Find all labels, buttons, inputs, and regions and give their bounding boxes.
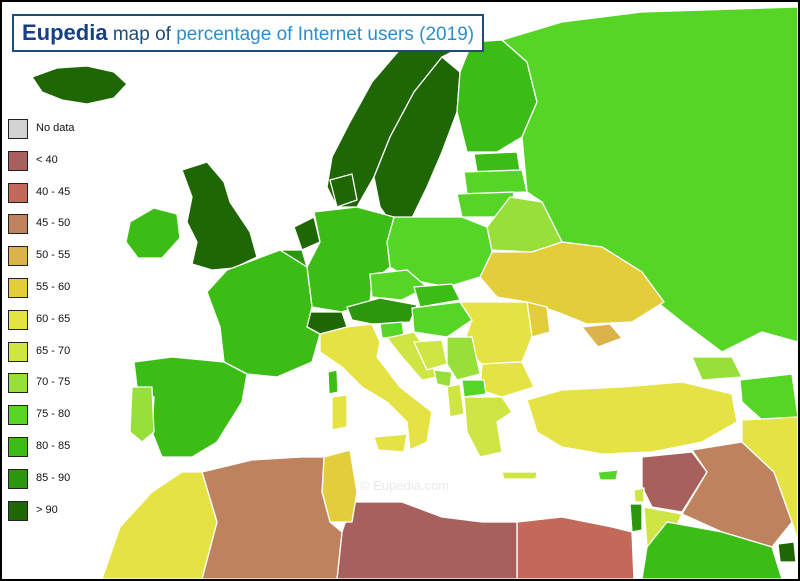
region-armenia-azerbaijan: [739, 373, 798, 421]
region-kuwait: [777, 541, 797, 563]
region-montenegro: [433, 369, 453, 388]
legend-label: 45 - 50: [36, 217, 71, 229]
region-bulgaria: [479, 361, 535, 398]
region-czechia: [369, 269, 428, 301]
region-north-macedonia: [461, 379, 487, 398]
watermark: © Eupedia.com: [360, 478, 450, 493]
region-greece: [463, 396, 513, 458]
legend-swatch: [8, 437, 28, 457]
region-ukraine: [479, 241, 665, 325]
legend-swatch: [8, 310, 28, 330]
legend-label: 40 - 45: [36, 186, 71, 198]
region-iceland: [31, 65, 128, 105]
region-syria: [641, 451, 708, 513]
region-slovakia: [413, 283, 461, 308]
legend-label: 50 - 55: [36, 249, 71, 261]
legend-label: 60 - 65: [36, 313, 71, 325]
region-saudi-arabia: [641, 521, 783, 579]
region-corsica: [327, 369, 339, 395]
page-title: percentage of Internet users (2019): [176, 24, 475, 45]
region-latvia: [463, 169, 528, 195]
legend-swatch: [8, 405, 28, 425]
legend-label: > 90: [36, 504, 58, 516]
legend-swatch: [8, 214, 28, 234]
legend-swatch: [8, 501, 28, 521]
region-denmark: [329, 173, 358, 208]
legend-label: < 40: [36, 154, 58, 166]
legend-swatch: [8, 342, 28, 362]
legend-swatch: [8, 278, 28, 298]
region-great-britain: [181, 161, 258, 271]
region-sardinia: [331, 394, 348, 431]
legend-swatch: [8, 469, 28, 489]
region-cyprus: [597, 469, 619, 481]
region-morocco: [101, 471, 218, 579]
legend-swatch: [8, 151, 28, 171]
region-libya: [336, 501, 518, 579]
region-serbia: [446, 336, 481, 381]
region-france: [206, 249, 321, 378]
legend-swatch: [8, 119, 28, 139]
region-egypt: [516, 516, 635, 579]
legend-label: 80 - 85: [36, 440, 71, 452]
region-portugal: [129, 386, 155, 443]
region-turkey: [526, 381, 738, 455]
legend-swatch: [8, 246, 28, 266]
region-crete: [501, 471, 538, 480]
region-sicily: [373, 433, 408, 453]
region-iran: [741, 416, 798, 543]
region-estonia: [473, 151, 521, 173]
legend-swatch: [8, 183, 28, 203]
region-hungary: [411, 301, 473, 338]
region-austria: [346, 297, 418, 325]
region-italy: [319, 323, 433, 451]
region-georgia: [691, 356, 743, 381]
eupedia-logo: Eupedia: [22, 20, 108, 45]
legend-label: 65 - 70: [36, 345, 71, 357]
legend-swatch: [8, 373, 28, 393]
region-albania: [446, 383, 465, 418]
region-crimea: [581, 323, 623, 348]
legend-label: 85 - 90: [36, 472, 71, 484]
legend-label: 70 - 75: [36, 376, 71, 388]
map-title-box: Eupedia map of percentage of Internet us…: [12, 14, 485, 52]
region-lebanon: [633, 487, 645, 503]
region-israel: [629, 503, 643, 533]
title-prefix: map of: [107, 24, 177, 45]
legend-label: No data: [36, 122, 75, 134]
region-ireland: [125, 207, 181, 259]
region-algeria: [201, 456, 343, 579]
legend-label: 55 - 60: [36, 281, 71, 293]
legend-label: 75 - 80: [36, 408, 71, 420]
